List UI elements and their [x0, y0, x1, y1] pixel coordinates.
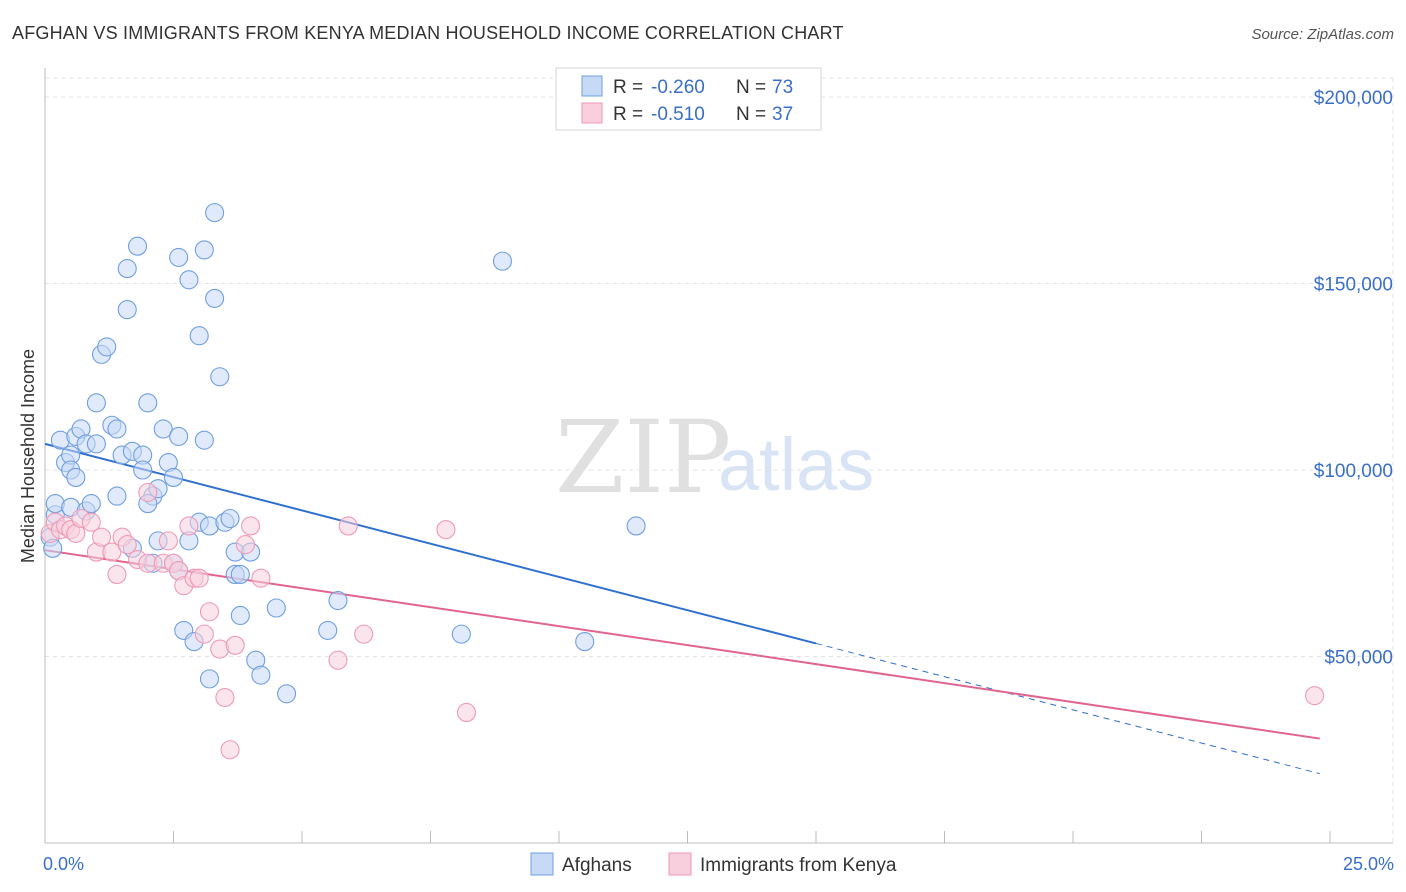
point-afghans-51	[205, 203, 225, 223]
y-tick-label-0: $50,000	[1324, 648, 1393, 669]
point-afghans-38	[169, 426, 189, 446]
point-afghans-59	[230, 605, 250, 626]
point-kenya-37	[436, 520, 456, 540]
legend-r-label-afghans: R =	[613, 77, 643, 98]
trend-line-extension-0	[815, 642, 1320, 775]
point-afghans-40	[169, 247, 189, 267]
point-afghans-55	[220, 508, 240, 529]
point-afghans-70	[626, 516, 646, 536]
y-tick-label-3: $200,000	[1314, 88, 1393, 109]
legend-n-value-kenya: 37	[772, 104, 793, 125]
point-afghans-29	[138, 393, 158, 413]
point-kenya-33	[251, 568, 271, 588]
point-afghans-42	[179, 270, 199, 290]
point-kenya-26	[199, 602, 220, 622]
point-kenya-7	[81, 512, 101, 532]
point-afghans-17	[97, 337, 117, 357]
point-afghans-20	[107, 486, 127, 506]
y-tick-label-1: $100,000	[1314, 461, 1393, 482]
point-afghans-13	[81, 494, 101, 514]
chart-title: AFGHAN VS IMMIGRANTS FROM KENYA MEDIAN H…	[12, 23, 844, 43]
point-afghans-26	[127, 236, 148, 256]
point-kenya-34	[328, 650, 348, 670]
axes	[44, 68, 1393, 844]
point-kenya-39	[1305, 686, 1325, 706]
point-afghans-14	[86, 434, 106, 454]
point-afghans-23	[117, 300, 137, 320]
point-afghans-19	[107, 419, 127, 439]
legend-n-label-kenya: N =	[736, 104, 766, 125]
point-afghans-67	[451, 624, 471, 644]
point-afghans-64	[277, 684, 297, 704]
point-afghans-63	[266, 598, 286, 618]
series-legend-afghans[interactable]: Afghans	[530, 852, 632, 876]
legend-n-value-afghans: 73	[772, 77, 793, 98]
point-afghans-50	[199, 669, 220, 689]
point-kenya-36	[354, 624, 374, 644]
point-afghans-36	[163, 467, 184, 488]
data-points	[40, 203, 1325, 760]
chart-source: Source: ZipAtlas.com	[1251, 26, 1394, 43]
point-kenya-25	[194, 624, 214, 644]
point-afghans-65	[318, 620, 338, 640]
point-afghans-34	[153, 419, 173, 439]
point-afghans-52	[205, 288, 225, 308]
watermark: ZIP atlas	[555, 399, 874, 516]
point-kenya-38	[456, 702, 477, 723]
point-afghans-68	[492, 251, 513, 271]
point-afghans-66	[328, 590, 348, 611]
stats-legend: R = -0.260 N = 73 R = -0.510 N = 37	[555, 67, 822, 131]
series-label-afghans: Afghans	[562, 855, 632, 876]
point-kenya-18	[158, 531, 178, 551]
point-kenya-16	[138, 482, 158, 502]
point-kenya-28	[215, 687, 235, 708]
point-afghans-22	[117, 259, 137, 279]
point-afghans-15	[86, 393, 106, 413]
point-afghans-58	[230, 564, 250, 584]
x-tick-max: 25.0%	[1343, 854, 1394, 874]
point-afghans-69	[575, 632, 595, 652]
legend-swatch-kenya	[581, 102, 603, 124]
point-afghans-9	[66, 467, 86, 488]
point-kenya-31	[235, 535, 256, 555]
point-afghans-62	[251, 665, 271, 685]
point-kenya-29	[220, 740, 240, 760]
point-afghans-53	[210, 367, 230, 387]
legend-n-label-afghans: N =	[736, 77, 766, 98]
series-swatch-kenya	[668, 852, 692, 876]
series-swatch-afghans	[530, 852, 554, 876]
point-kenya-13	[117, 535, 137, 555]
point-kenya-35	[338, 516, 358, 536]
watermark-atlas: atlas	[718, 423, 874, 506]
series-legend: Afghans Immigrants from Kenya	[530, 852, 897, 876]
point-kenya-11	[107, 564, 127, 584]
point-afghans-47	[194, 240, 214, 260]
stats-legend-row-kenya: R = -0.510 N = 37	[581, 102, 793, 125]
point-afghans-48	[194, 430, 214, 450]
point-kenya-24	[189, 568, 209, 588]
y-tick-label-2: $150,000	[1314, 275, 1393, 296]
y-tick-labels: $50,000 $100,000 $150,000 $200,000	[1314, 88, 1393, 669]
point-kenya-9	[91, 527, 112, 547]
point-kenya-10	[102, 542, 122, 562]
y-axis-label: Median Household Income	[18, 349, 38, 563]
point-kenya-30	[225, 635, 245, 655]
point-afghans-28	[133, 460, 153, 480]
series-label-kenya: Immigrants from Kenya	[700, 855, 897, 876]
x-tick-min: 0.0%	[43, 854, 84, 874]
point-kenya-32	[241, 516, 261, 536]
stats-legend-row-afghans: R = -0.260 N = 73	[581, 75, 793, 98]
legend-r-value-afghans: -0.260	[651, 77, 705, 98]
legend-swatch-afghans	[581, 75, 603, 97]
watermark-zip: ZIP	[555, 399, 731, 516]
point-kenya-22	[179, 516, 199, 536]
legend-r-value-kenya: -0.510	[651, 104, 705, 125]
point-afghans-45	[189, 326, 209, 346]
legend-r-label-kenya: R =	[613, 104, 643, 125]
series-legend-kenya[interactable]: Immigrants from Kenya	[668, 852, 897, 876]
